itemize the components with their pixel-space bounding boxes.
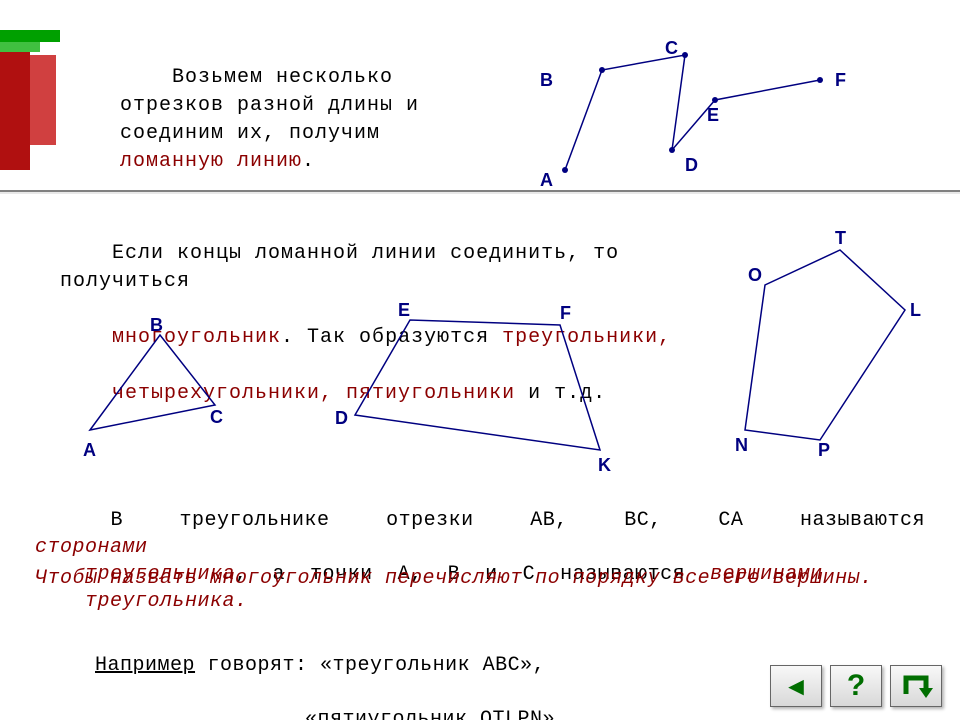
return-icon: [891, 666, 941, 706]
prev-button[interactable]: ◄: [770, 665, 822, 707]
prev-icon: ◄: [783, 671, 809, 701]
pent-T: T: [835, 228, 846, 249]
tri-A: A: [83, 440, 96, 461]
pent-P: P: [818, 440, 830, 461]
example-lines: Например говорят: «треугольник АВС», «пя…: [45, 625, 745, 720]
home-button[interactable]: [890, 665, 942, 707]
example-underline: Например: [95, 654, 195, 677]
tri-C: C: [210, 407, 223, 428]
polygons-figure: [0, 0, 960, 500]
quad-K: K: [598, 455, 611, 476]
quad-F: F: [560, 303, 571, 324]
paragraph-4: Чтобы назвать многоугольник перечисляют …: [35, 565, 925, 592]
paragraph-3: В треугольнике отрезки АВ, ВС, СА называ…: [35, 480, 925, 642]
help-icon: ?: [847, 669, 865, 702]
quad-D: D: [335, 408, 348, 429]
tri-B: B: [150, 315, 163, 336]
help-button[interactable]: ?: [830, 665, 882, 707]
pent-L: L: [910, 300, 921, 321]
quad-E: E: [398, 300, 410, 321]
pent-N: N: [735, 435, 748, 456]
pent-O: O: [748, 265, 762, 286]
